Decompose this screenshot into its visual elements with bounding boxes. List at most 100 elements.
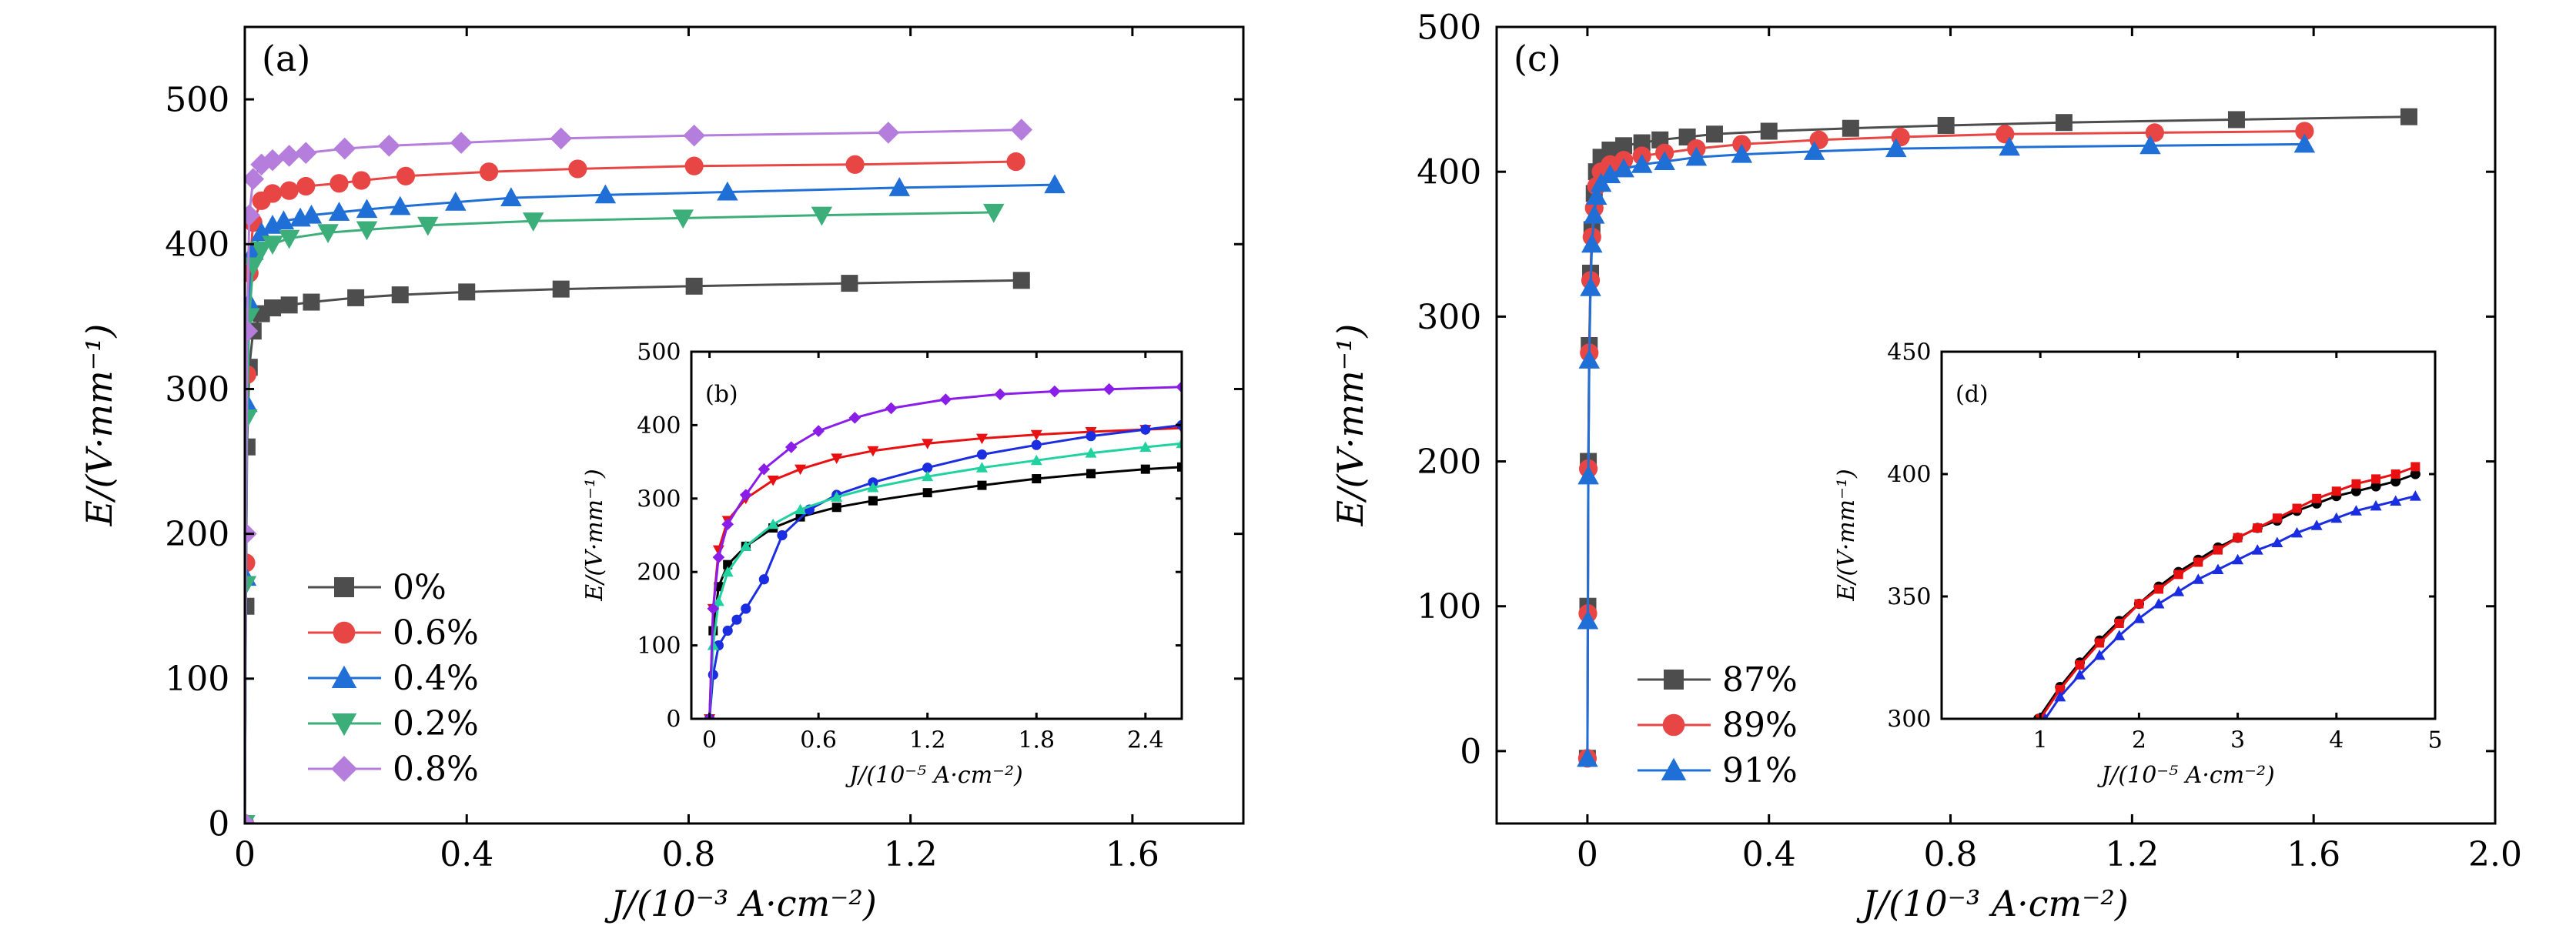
data-point (1006, 152, 1025, 172)
data-point (785, 441, 798, 453)
data-point (2410, 462, 2420, 472)
panel-label: (b) (705, 381, 738, 408)
data-point (1631, 154, 1653, 173)
data-point (831, 491, 843, 502)
data-point (2113, 630, 2126, 640)
data-point (977, 480, 987, 490)
data-point (1140, 464, 1150, 474)
x-tick-label: 1.6 (1106, 835, 1159, 874)
x-axis-label: J/(10⁻³ A·cm⁻²) (1856, 883, 2129, 924)
data-point (273, 210, 295, 230)
plot-frame (690, 350, 1183, 720)
data-point (1177, 462, 1182, 472)
y-tick-label: 300 (165, 370, 229, 409)
data-point (500, 187, 522, 207)
data-point (2212, 563, 2224, 575)
y-tick-label: 500 (637, 339, 681, 366)
data-point (2213, 545, 2223, 555)
data-point (378, 135, 400, 157)
x-axis-label: J/(10⁻⁵ A·cm⁻²) (845, 762, 1022, 789)
data-point (280, 296, 298, 314)
legend-marker (1661, 757, 1687, 780)
data-point (594, 184, 617, 204)
data-point (2173, 586, 2185, 596)
y-axis-label: E/(V·mm⁻¹) (1330, 324, 1371, 527)
series-2 (2036, 462, 2420, 719)
y-axis-label: E/(V·mm⁻¹) (1833, 469, 1860, 601)
y-tick-label: 0 (666, 707, 681, 733)
series-3 (2042, 490, 2421, 719)
data-point (767, 475, 779, 486)
data-point (1585, 185, 1607, 205)
data-point (2331, 486, 2341, 496)
legend-marker (1662, 713, 1685, 737)
x-tick-label: 0.8 (661, 835, 715, 874)
data-point (684, 156, 704, 175)
series-4 (706, 437, 1182, 719)
data-point (278, 145, 300, 167)
data-point (1577, 747, 1598, 767)
data-point (1086, 431, 1096, 442)
y-tick-label: 100 (637, 633, 681, 660)
data-point (976, 449, 988, 460)
data-point (1086, 469, 1096, 479)
x-axis-label: J/(10⁻³ A·cm⁻²) (604, 883, 877, 924)
data-point (812, 425, 825, 437)
legend-item: 91% (1638, 751, 1798, 790)
data-point (2193, 557, 2203, 567)
data-point (2154, 584, 2164, 594)
x-tick-label: 1.6 (2287, 835, 2340, 874)
data-point (1842, 119, 1859, 137)
data-point (707, 603, 720, 615)
y-tick-label: 100 (1417, 587, 1481, 626)
data-point (1599, 164, 1621, 183)
data-point (262, 236, 283, 256)
data-point (712, 595, 724, 606)
legend: 87% 89% 91% (1638, 660, 1798, 790)
x-tick-label: 2.4 (1127, 727, 1164, 754)
plot-area (245, 119, 1066, 823)
data-point (1176, 437, 1182, 449)
data-point (983, 203, 1005, 223)
panel-label: (c) (1514, 38, 1561, 79)
data-point (1085, 447, 1097, 458)
data-point (758, 463, 771, 476)
y-tick-label: 200 (1417, 443, 1481, 482)
data-point (568, 159, 587, 179)
legend-item: 87% (1638, 660, 1798, 700)
data-point (707, 640, 719, 650)
data-point (1032, 474, 1042, 484)
data-point (712, 551, 725, 563)
x-tick-label: 0.8 (1924, 835, 1978, 874)
legend-marker (331, 713, 357, 737)
legend-label: 0.6% (393, 613, 479, 653)
x-tick-label: 0 (702, 727, 717, 754)
series-0.8% (245, 119, 1033, 823)
data-point (245, 812, 256, 823)
x-tick-label: 1 (2033, 727, 2048, 754)
data-point (2312, 493, 2322, 503)
chart-panel-b: 0 0.6 1.2 1.8 2.4 0 100 200 300 400 500 J/(10⁻⁵ A·c… (581, 339, 1183, 789)
data-point (868, 496, 878, 506)
data-point (245, 409, 258, 429)
data-point (877, 122, 900, 144)
data-point (1031, 439, 1042, 450)
data-point (2232, 553, 2244, 565)
plot-area (1577, 108, 2417, 768)
data-point (1601, 141, 1619, 159)
data-point (1613, 158, 1634, 178)
x-tick-label: 0 (234, 835, 256, 874)
legend-label: 0.4% (393, 659, 479, 698)
data-point (2400, 108, 2417, 125)
data-point (708, 670, 718, 680)
data-point (717, 181, 738, 201)
data-point (2351, 479, 2361, 489)
x-tick-label: 4 (2329, 727, 2343, 754)
data-point (1937, 116, 1955, 134)
plot-frame (1495, 25, 2497, 825)
data-point (1102, 382, 1116, 396)
data-point (758, 574, 769, 585)
y-tick-label: 400 (1887, 462, 1931, 489)
data-point (390, 195, 411, 215)
data-point (1577, 465, 1599, 485)
